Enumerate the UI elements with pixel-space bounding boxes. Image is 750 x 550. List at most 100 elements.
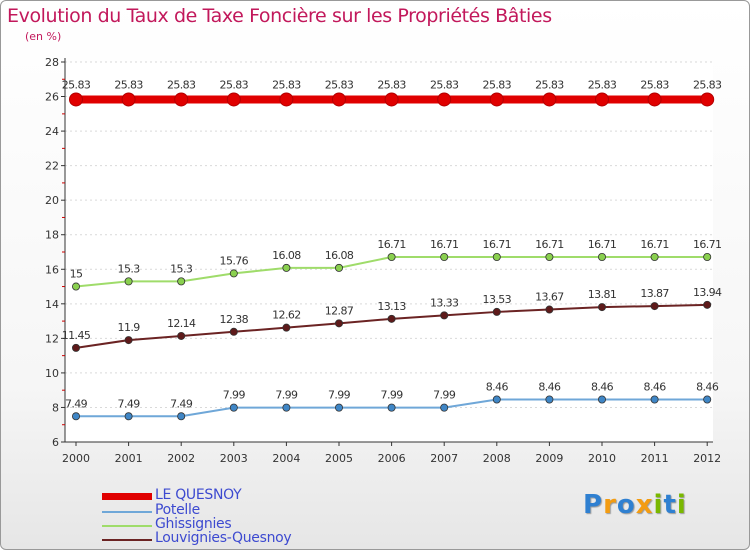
data-label: 7.49 xyxy=(118,397,141,410)
data-point xyxy=(598,303,607,312)
data-label: 15 xyxy=(70,268,83,281)
data-label: 15.3 xyxy=(118,262,141,275)
data-point xyxy=(124,336,133,345)
data-label: 25.83 xyxy=(588,78,617,91)
data-point xyxy=(647,92,662,107)
x-tick-label: 2010 xyxy=(588,452,616,465)
y-tick-label: 10 xyxy=(45,367,59,380)
data-label: 12.62 xyxy=(272,309,301,322)
data-label: 12.38 xyxy=(220,313,249,326)
logo-letter: x xyxy=(635,490,654,520)
data-label: 25.83 xyxy=(483,78,512,91)
data-label: 8.46 xyxy=(696,381,719,394)
data-label: 12.87 xyxy=(325,304,354,317)
data-label: 25.83 xyxy=(167,78,196,91)
data-point xyxy=(650,395,659,404)
data-point xyxy=(69,92,83,107)
data-point xyxy=(387,403,396,412)
chart-subtitle: (en %) xyxy=(25,30,62,43)
data-label: 7.99 xyxy=(328,389,351,402)
y-tick-label: 22 xyxy=(45,160,59,173)
data-point xyxy=(650,253,659,262)
logo-letter: i xyxy=(676,490,687,520)
y-tick-label: 20 xyxy=(45,194,59,207)
data-label: 25.83 xyxy=(62,78,91,91)
data-label: 16.71 xyxy=(535,238,564,251)
legend-swatch-potelle xyxy=(102,511,152,513)
data-point xyxy=(703,253,712,262)
data-point xyxy=(334,403,343,412)
data-label: 25.83 xyxy=(114,78,143,91)
data-point xyxy=(492,253,501,262)
data-label: 13.81 xyxy=(588,288,617,301)
data-label: 16.71 xyxy=(483,238,512,251)
data-label: 16.71 xyxy=(377,238,406,251)
data-label: 12.14 xyxy=(167,317,196,330)
data-point xyxy=(440,253,449,262)
data-point xyxy=(542,92,557,107)
y-tick-label: 24 xyxy=(45,125,59,138)
data-label: 25.83 xyxy=(430,78,459,91)
data-point xyxy=(545,305,554,314)
data-label: 13.87 xyxy=(640,287,669,300)
data-point xyxy=(440,311,449,320)
data-point xyxy=(700,92,715,107)
data-point xyxy=(229,269,238,278)
data-label: 13.94 xyxy=(693,286,722,299)
data-point xyxy=(124,277,133,286)
legend-label: Louvignies-Quesnoy xyxy=(155,530,292,546)
data-point xyxy=(703,300,712,309)
data-label: 25.83 xyxy=(325,78,354,91)
data-label: 11.45 xyxy=(62,329,91,342)
data-point xyxy=(177,331,186,340)
data-label: 16.08 xyxy=(325,249,354,262)
legend-label: Potelle xyxy=(155,502,200,518)
data-label: 15.76 xyxy=(220,254,249,267)
data-label: 25.83 xyxy=(693,78,722,91)
data-label: 7.99 xyxy=(433,389,456,402)
data-point xyxy=(545,253,554,262)
y-tick-label: 12 xyxy=(45,332,59,345)
data-label: 13.53 xyxy=(483,293,512,306)
data-label: 7.99 xyxy=(381,389,404,402)
x-tick-label: 2005 xyxy=(325,452,353,465)
data-point xyxy=(72,412,81,421)
data-point xyxy=(489,92,504,107)
data-label: 13.13 xyxy=(377,300,406,313)
x-tick-label: 2001 xyxy=(115,452,143,465)
data-label: 16.08 xyxy=(272,249,301,262)
x-tick-label: 2009 xyxy=(535,452,563,465)
data-label: 8.46 xyxy=(538,381,561,394)
data-point xyxy=(703,395,712,404)
data-label: 25.83 xyxy=(220,78,249,91)
data-point xyxy=(229,403,238,412)
y-tick-label: 8 xyxy=(52,401,59,414)
data-label: 7.99 xyxy=(275,389,298,402)
data-point xyxy=(226,92,241,107)
data-label: 8.46 xyxy=(591,381,614,394)
legend-label: LE QUESNOY xyxy=(155,487,242,503)
proxiti-logo: Proxiti xyxy=(583,490,687,520)
data-label: 11.9 xyxy=(118,321,141,334)
data-label: 25.83 xyxy=(377,78,406,91)
data-point xyxy=(545,395,554,404)
x-tick-label: 2002 xyxy=(167,452,195,465)
chart-title: Evolution du Taux de Taxe Foncière sur l… xyxy=(7,5,552,27)
x-tick-label: 2000 xyxy=(62,452,90,465)
data-label: 16.71 xyxy=(430,238,459,251)
data-label: 25.83 xyxy=(640,78,669,91)
legend-swatch-ghissignies xyxy=(102,525,152,527)
data-point xyxy=(177,412,186,421)
legend-label: Ghissignies xyxy=(155,516,232,532)
logo-letter: P xyxy=(583,490,604,520)
y-tick-label: 18 xyxy=(45,229,59,242)
data-label: 16.71 xyxy=(693,238,722,251)
plot-area xyxy=(65,62,713,442)
y-tick-label: 16 xyxy=(45,263,59,276)
data-label: 16.71 xyxy=(588,238,617,251)
data-label: 13.67 xyxy=(535,291,564,304)
logo-letter: r xyxy=(603,490,617,520)
logo-letter: t xyxy=(663,490,677,520)
x-tick-label: 2008 xyxy=(483,452,511,465)
